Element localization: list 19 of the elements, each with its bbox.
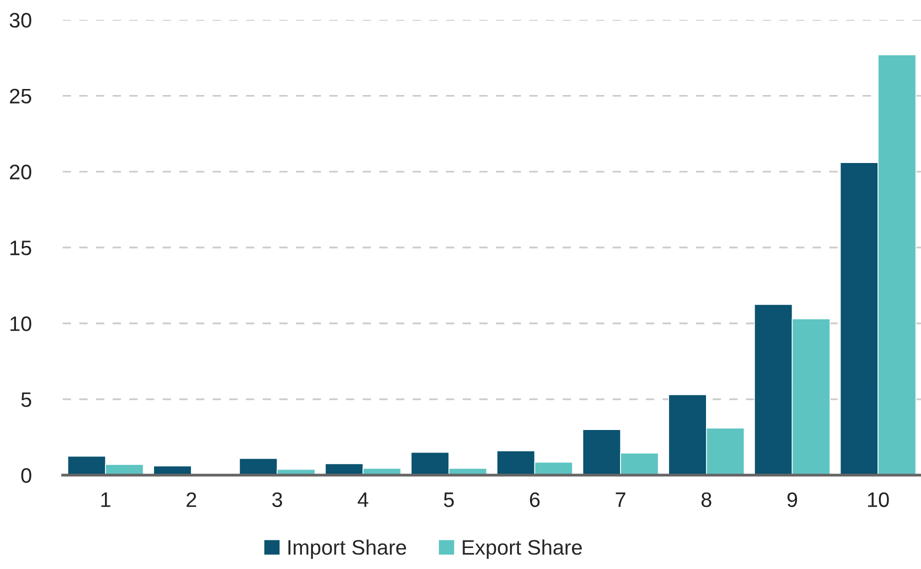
y-tick-label: 0	[21, 468, 32, 483]
legend-label: Import Share	[288, 539, 406, 559]
x-tick-label: 6	[530, 492, 540, 508]
y-tick-label: 5	[21, 392, 32, 407]
x-tick-label: 2	[186, 492, 196, 507]
x-tick-label: 7	[616, 492, 626, 507]
x-tick-label: 10	[868, 492, 889, 508]
y-tick-label: 25	[10, 88, 32, 104]
x-tick-label: 9	[787, 492, 798, 508]
y-tick-label: 15	[10, 240, 32, 256]
y-tick-label: 30	[10, 12, 32, 28]
y-tick-label: 20	[10, 164, 32, 180]
legend-label: Export Share	[462, 539, 582, 559]
x-tick-label: 4	[358, 492, 368, 507]
x-tick-label: 1	[101, 492, 110, 507]
y-tick-label: 10	[10, 316, 32, 332]
x-tick-label: 5	[444, 492, 454, 508]
x-tick-label: 8	[702, 492, 712, 508]
x-tick-label: 3	[272, 492, 282, 508]
